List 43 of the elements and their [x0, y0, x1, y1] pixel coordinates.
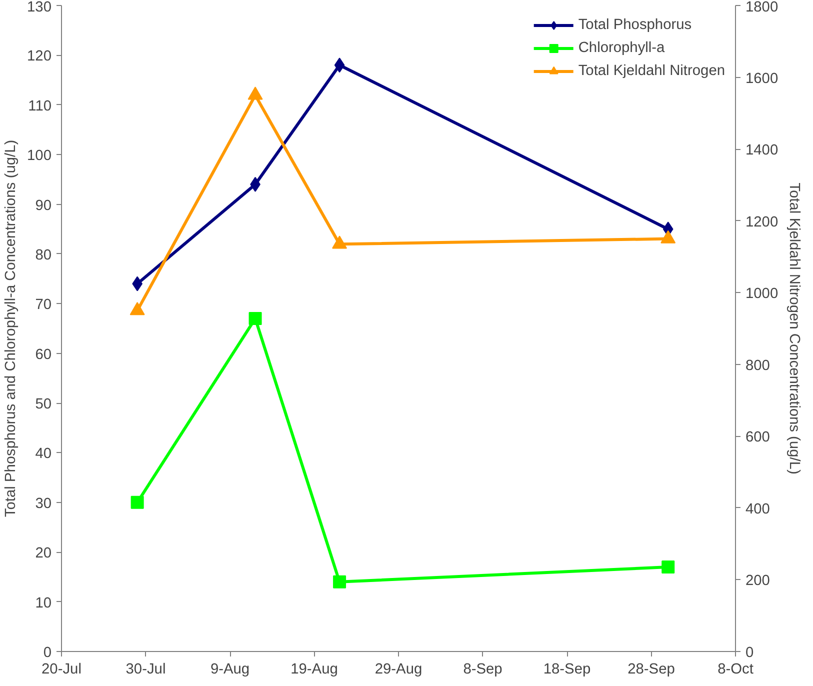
- y-tick-label: 110: [28, 98, 52, 114]
- y2-tick-label: 1400: [746, 142, 778, 159]
- x-tick-label: 18-Sep: [543, 662, 591, 678]
- point: [130, 496, 144, 509]
- y2-tick-label: 1200: [746, 214, 778, 230]
- y2-tick-label: 400: [746, 501, 770, 518]
- y-tick-label: 100: [27, 148, 52, 164]
- y2-tick-label: 1600: [746, 70, 778, 87]
- y-tick-label: 40: [35, 446, 52, 462]
- legend-label: Total Kjeldahl Nitrogen: [578, 63, 725, 79]
- x-tick-label: 28-Sep: [628, 662, 675, 678]
- x-tick-label: 8-Oct: [718, 662, 754, 678]
- legend-label: Chlorophyll-a: [578, 40, 665, 56]
- y-tick-label: 80: [35, 247, 52, 264]
- y-tick-label: 120: [27, 48, 52, 65]
- x-tick-label: 29-Aug: [374, 662, 422, 678]
- y2-tick-label: 800: [746, 358, 770, 374]
- point: [334, 58, 345, 73]
- y2-tick-label: 1000: [746, 286, 778, 302]
- y-tick-label: 20: [35, 546, 52, 562]
- x-tick-label: 9-Aug: [210, 662, 250, 678]
- y2-axis-title: Total Kjeldahl Nitrogen Concentrations (ug/L): [786, 182, 802, 474]
- x-tick-label: 8-Sep: [463, 662, 502, 678]
- y-tick-label: 50: [35, 396, 52, 413]
- y-tick-label: 0: [43, 645, 52, 661]
- y2-tick-label: 0: [746, 645, 754, 661]
- y2-tick-label: 600: [746, 430, 770, 446]
- y-axis-title: Total Phosphorus and Chlorophyll-a Concentrations (ug/L): [3, 140, 20, 518]
- x-tick-label: 30-Jul: [126, 662, 166, 678]
- x-tick-label: 20-Jul: [42, 662, 82, 678]
- point: [662, 560, 675, 574]
- point: [333, 575, 346, 588]
- legend-label: Total Phosphorus: [578, 17, 692, 33]
- y-tick-label: 10: [35, 595, 52, 612]
- x-tick-label: 19-Aug: [290, 662, 338, 678]
- y-tick-label: 90: [35, 198, 52, 214]
- y-tick-label: 60: [35, 346, 52, 363]
- y-tick-label: 130: [27, 0, 52, 16]
- y-tick-label: 30: [35, 496, 52, 512]
- point: [248, 312, 262, 326]
- y2-tick-label: 1800: [746, 0, 778, 16]
- y2-tick-label: 200: [746, 573, 770, 590]
- y-tick-label: 70: [35, 297, 52, 314]
